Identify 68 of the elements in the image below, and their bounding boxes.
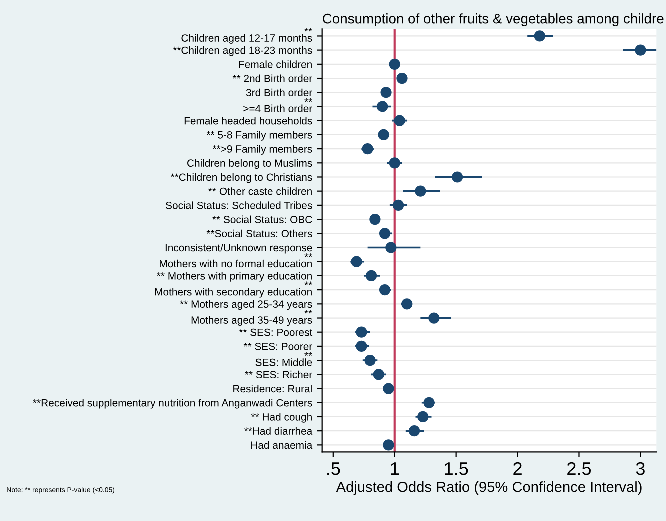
point — [356, 326, 368, 338]
point — [415, 186, 426, 197]
y-tick-label: ** Mothers aged 35-49 years — [192, 310, 312, 326]
point — [408, 426, 420, 437]
y-tick-label: ** Mothers with primary education — [157, 272, 312, 282]
y-tick-label: ** Children aged 12-17 months — [182, 28, 312, 44]
point — [428, 312, 440, 324]
x-axis-title: Adjusted Odds Ratio (95% Confidence Interval) — [336, 482, 642, 496]
point — [379, 284, 391, 296]
chart-title: Consumption of other fruits & vegetables among childre — [323, 14, 664, 26]
point — [389, 58, 400, 70]
point — [424, 397, 435, 408]
y-tick-label: ** Social Status: OBC — [212, 216, 312, 224]
point — [377, 101, 388, 112]
point — [373, 369, 384, 380]
y-tick-label: ** Mothers with secondary education — [155, 282, 312, 298]
point — [386, 242, 397, 254]
point — [378, 129, 390, 140]
point — [635, 44, 646, 56]
y-tick-label: Children belong to Muslims — [188, 159, 312, 170]
x-tick-label: 1 — [391, 462, 400, 476]
y-tick-label: **Had diarrhea — [244, 427, 313, 435]
y-tick-label: ** Had cough — [251, 413, 312, 423]
y-tick-label: Had anaemia — [252, 441, 313, 450]
y-tick-label: Female children — [239, 60, 312, 68]
y-tick-label: ** 2nd Birth order — [232, 74, 312, 82]
point — [392, 200, 404, 212]
x-tick-label: 3 — [636, 462, 645, 476]
x-tick-label: 2.5 — [568, 462, 592, 476]
point — [351, 256, 362, 268]
point — [402, 298, 413, 310]
point — [396, 72, 408, 84]
point — [452, 172, 464, 183]
y-tick-label: ** >=4 Birth order — [244, 98, 312, 112]
y-tick-label: **Social Status: Others — [206, 230, 312, 238]
x-tick-label: 2 — [514, 462, 522, 476]
point — [534, 30, 546, 42]
y-tick-label: **Children belong to Christians — [170, 173, 312, 184]
x-tick-label: .5 — [328, 462, 340, 476]
y-tick-label: Residence: Rural — [234, 384, 312, 393]
y-tick-label: ** SES: Poorer — [244, 342, 312, 350]
point — [383, 440, 394, 451]
point — [379, 228, 391, 240]
y-tick-label: ** 5-8 Family members — [206, 131, 312, 141]
y-tick-label: **Children aged 18-23 months — [173, 46, 312, 56]
point — [356, 340, 368, 352]
x-tick-label: 1.5 — [445, 462, 468, 476]
y-tick-label: **Received supplementary nutrition from Anganwadi Centers — [33, 399, 312, 409]
y-tick-label: Social Status: Scheduled Tribes — [166, 202, 312, 210]
point — [418, 411, 429, 423]
y-tick-label: Female headed households — [184, 117, 312, 125]
y-tick-label: **>9 Family members — [212, 145, 312, 155]
point — [364, 355, 376, 366]
point — [394, 115, 406, 126]
y-tick-label: Inconsistent/Unknown response — [166, 244, 312, 254]
y-tick-label: ** Other caste children — [208, 188, 312, 196]
point — [362, 143, 374, 155]
y-tick-label: ** Mothers aged 25-34 years — [180, 300, 312, 310]
y-tick-label: ** SES: Middle — [256, 352, 312, 366]
point — [366, 270, 378, 282]
y-tick-label: ** Mothers with no formal education — [160, 254, 312, 268]
y-tick-label: ** SES: Poorest — [239, 328, 313, 336]
y-tick-label: ** SES: Richer — [245, 370, 312, 379]
point — [389, 158, 400, 169]
y-tick-label: 3rd Birth order — [246, 88, 312, 97]
point — [380, 87, 392, 98]
point — [383, 383, 394, 394]
point — [370, 214, 381, 226]
